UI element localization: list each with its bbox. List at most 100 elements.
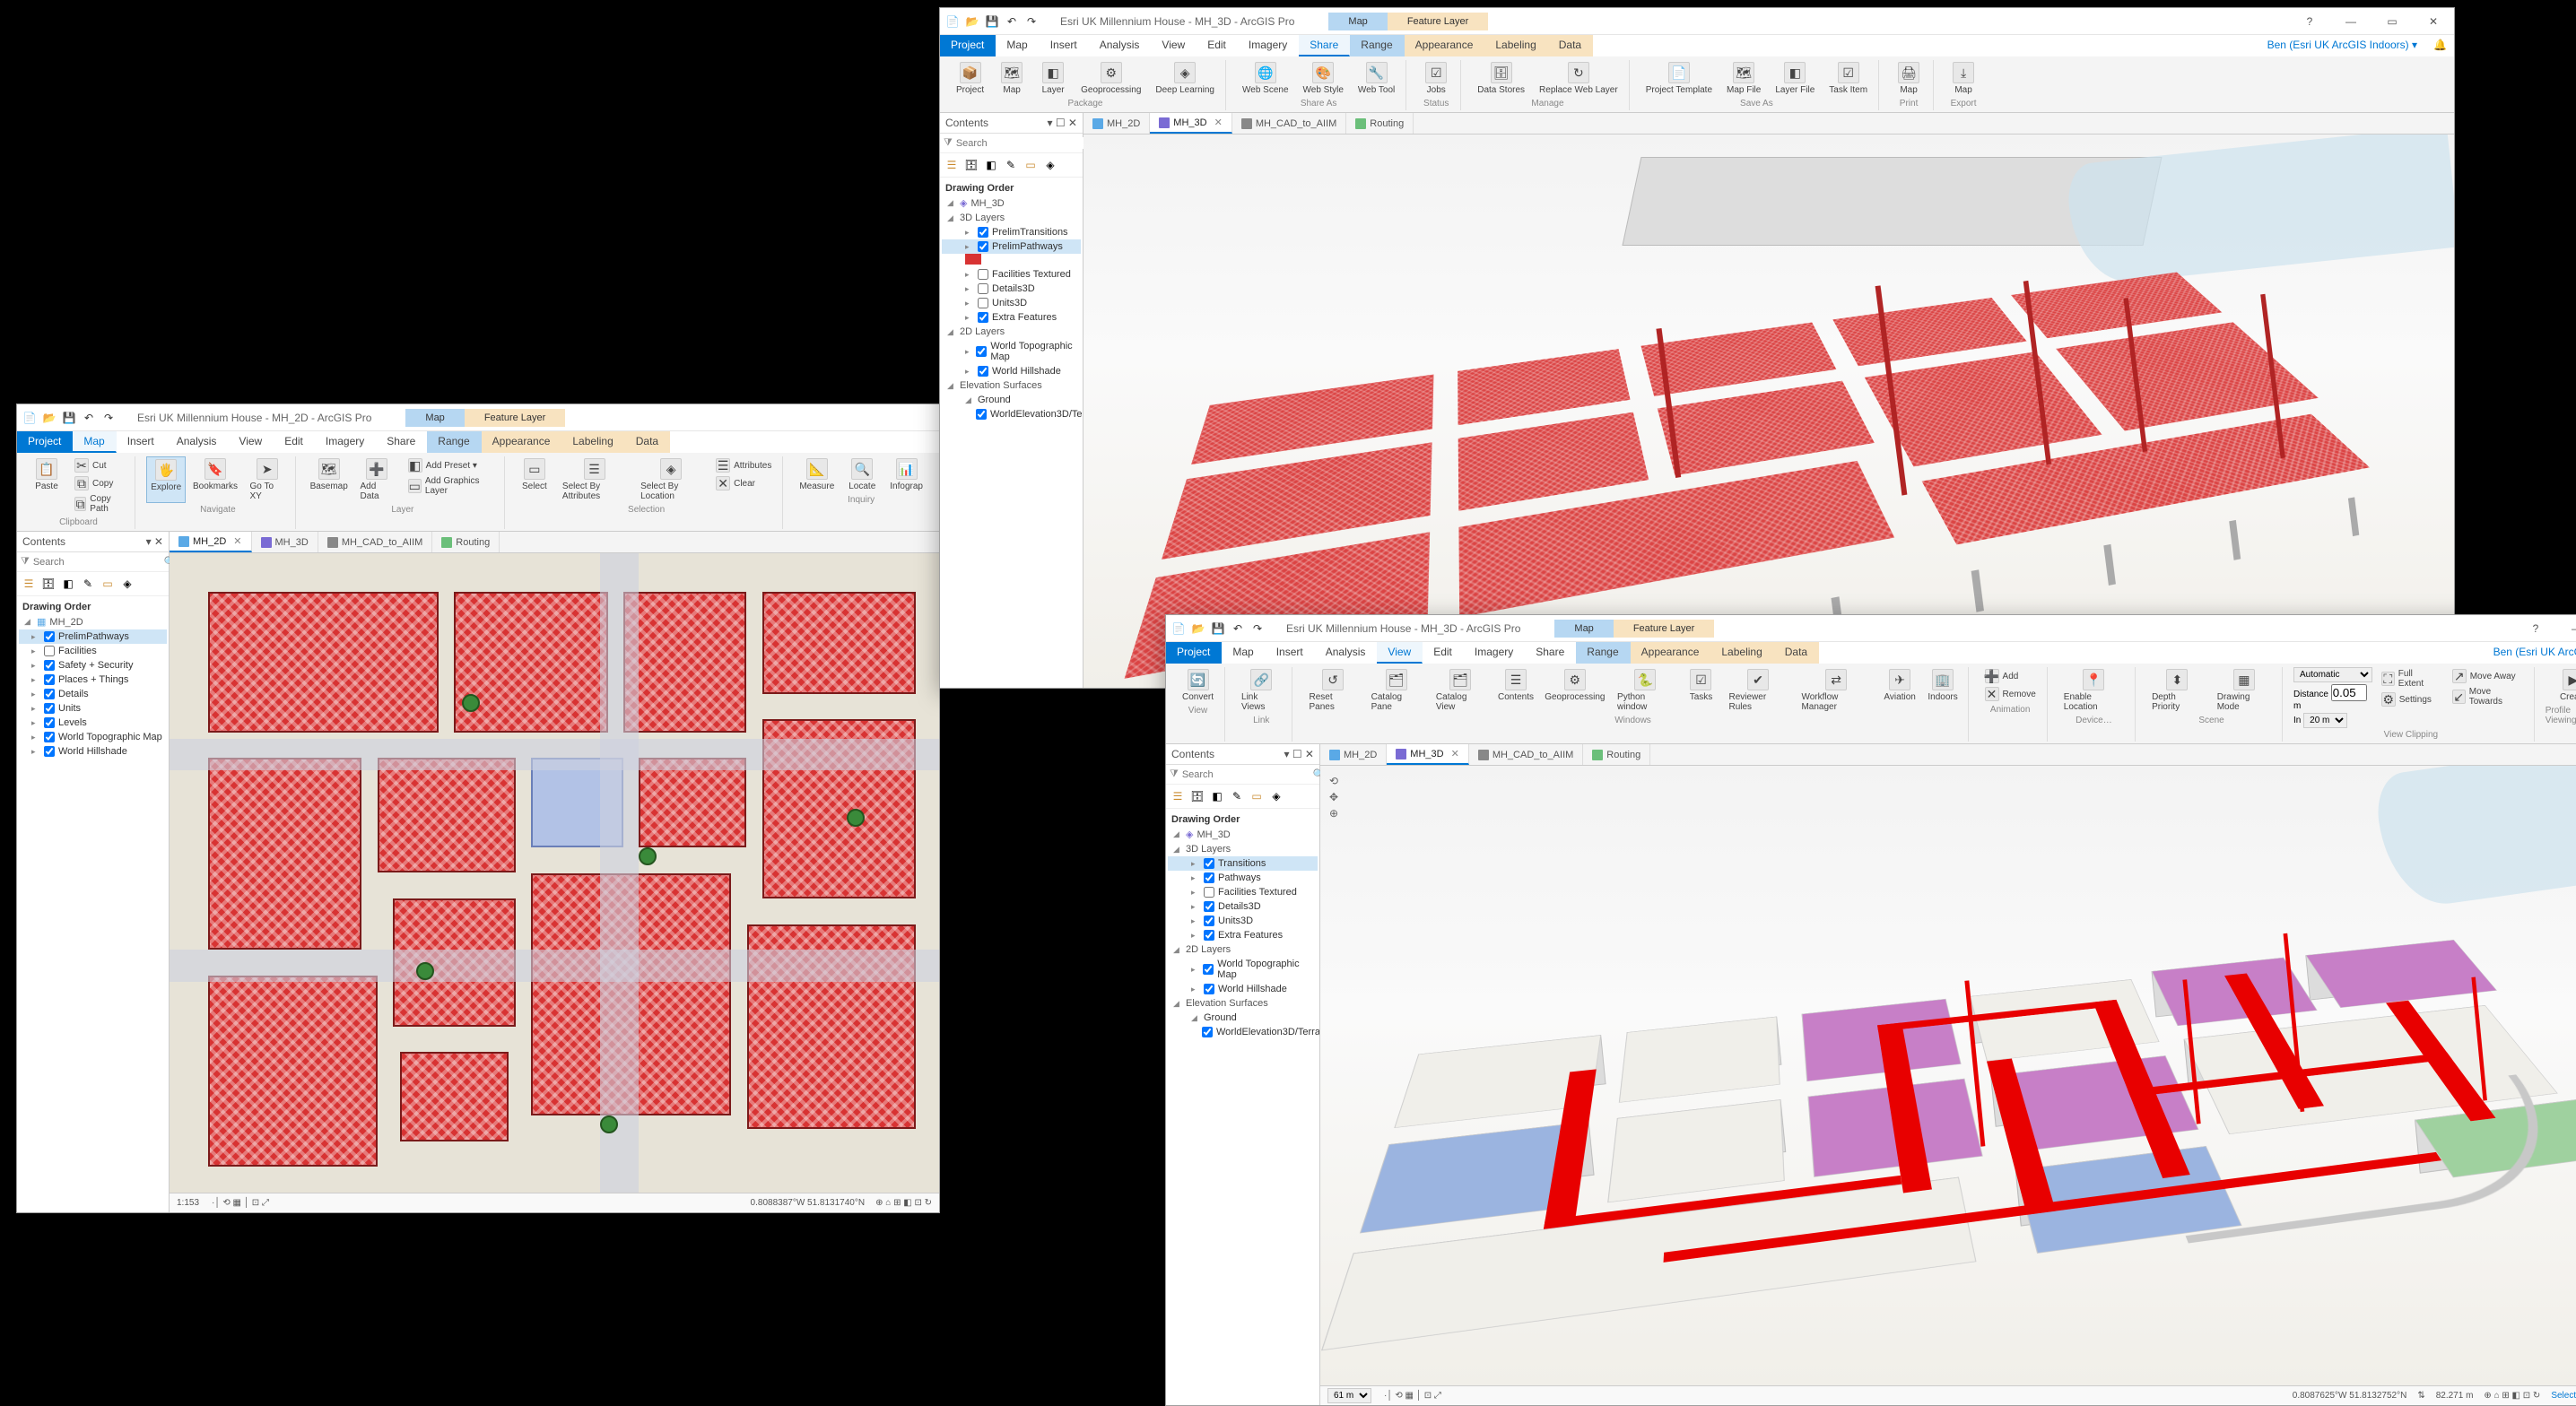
filter-icon[interactable]: ◧: [60, 576, 76, 592]
toc-layer[interactable]: ▸PrelimPathways: [19, 629, 167, 644]
scale[interactable]: 1:153: [177, 1198, 199, 1208]
toc-layer[interactable]: ▸Units: [19, 701, 167, 716]
toc-layer[interactable]: ▸Details: [19, 687, 167, 701]
room-region[interactable]: [639, 758, 746, 847]
toc-layer[interactable]: ▸Facilities Textured: [1168, 885, 1318, 899]
poi-icon[interactable]: [462, 694, 480, 712]
toc-layer[interactable]: ▸Extra Features: [942, 310, 1081, 325]
toc-layer[interactable]: ▸World Topographic Map: [942, 339, 1081, 364]
tab-insert[interactable]: Insert: [117, 431, 166, 453]
locate-button[interactable]: 🔍Locate: [843, 456, 881, 493]
selectattr-button[interactable]: ☰Select By Attributes: [557, 456, 631, 503]
tab-cad[interactable]: MH_CAD_to_AIIM: [318, 532, 432, 552]
save-icon[interactable]: 💾: [62, 411, 76, 425]
toc-layer[interactable]: ▸Pathways: [1168, 871, 1318, 885]
search-input[interactable]: [1182, 768, 1310, 780]
notifications-icon[interactable]: 🔔: [2426, 35, 2454, 56]
toc-layer[interactable]: ▸Units3D: [1168, 914, 1318, 928]
basemap-button[interactable]: 🗺Basemap: [307, 456, 352, 503]
room-region[interactable]: [208, 758, 362, 950]
paste-button[interactable]: 📋Paste: [28, 456, 65, 516]
share-project-button[interactable]: 📦Project: [951, 60, 989, 97]
undo-icon[interactable]: ↶: [82, 411, 96, 425]
adddata-button[interactable]: ➕Add Data: [355, 456, 399, 503]
help-icon[interactable]: ?: [2289, 9, 2330, 34]
toc-layer[interactable]: ▸PrelimPathways: [942, 239, 1081, 254]
minimize-icon[interactable]: —: [2330, 9, 2371, 34]
pane-controls[interactable]: ▾ ✕: [146, 535, 163, 548]
select-icon[interactable]: ✎: [80, 576, 96, 592]
room-region[interactable]: [400, 1052, 508, 1141]
tab-edit[interactable]: Edit: [274, 431, 315, 453]
tab-share[interactable]: Share: [376, 431, 427, 453]
distance-input[interactable]: [2331, 684, 2367, 701]
map-canvas-3d-building[interactable]: ⟲ ✥ ⊕ N🧭: [1320, 766, 2576, 1385]
tab-view[interactable]: View: [1377, 642, 1423, 664]
room-region[interactable]: [208, 976, 378, 1167]
tab-share[interactable]: Share: [1299, 35, 1350, 56]
room-region[interactable]: [623, 592, 746, 733]
share-map-button[interactable]: 🗺Map: [993, 60, 1031, 97]
room-region[interactable]: [378, 758, 516, 872]
tab-labeling[interactable]: Labeling: [561, 431, 624, 453]
toc-layer[interactable]: ▸World Hillshade: [1168, 982, 1318, 996]
redo-icon[interactable]: ↷: [1024, 14, 1039, 29]
restore-icon[interactable]: ▭: [2371, 9, 2413, 34]
toc-layer[interactable]: ▸Extra Features: [1168, 928, 1318, 942]
toc-layer[interactable]: ▸Facilities Textured: [942, 267, 1081, 282]
close-tab-icon[interactable]: ✕: [233, 535, 241, 547]
room-region[interactable]: [454, 592, 608, 733]
tab-mh3d[interactable]: MH_3D: [252, 532, 318, 552]
infographics-button[interactable]: 📊Infograp: [884, 456, 928, 493]
search-input[interactable]: [33, 556, 161, 568]
toc-layer[interactable]: ▸Transitions: [1168, 856, 1318, 871]
toc-layer[interactable]: ▸Places + Things: [19, 673, 167, 687]
toc-layer[interactable]: ▸Units3D: [942, 296, 1081, 310]
toc-layer[interactable]: ▸Safety + Security: [19, 658, 167, 673]
in-select[interactable]: 20 m: [2303, 713, 2347, 728]
addpreset-button[interactable]: ◧Add Preset ▾: [403, 456, 499, 474]
label-icon[interactable]: ▭: [100, 576, 116, 592]
open-icon[interactable]: 📂: [965, 14, 979, 29]
funnel-icon[interactable]: ⧩: [944, 137, 953, 149]
minimize-icon[interactable]: —: [2556, 616, 2576, 641]
toc-layer[interactable]: ▸Details3D: [1168, 899, 1318, 914]
new-project-icon[interactable]: 📄: [945, 14, 960, 29]
copypath-button[interactable]: ⧉Copy Path: [69, 492, 129, 516]
open-icon[interactable]: 📂: [42, 411, 57, 425]
toc-layer[interactable]: ▸World Hillshade: [19, 744, 167, 759]
close-icon[interactable]: ✕: [2413, 9, 2454, 34]
room-region[interactable]: [208, 592, 439, 733]
search-input[interactable]: [956, 137, 1083, 149]
gotoxy-button[interactable]: ➤Go To XY: [245, 456, 290, 503]
tab-view[interactable]: View: [228, 431, 274, 453]
distance-select[interactable]: 61 m: [1327, 1388, 1371, 1403]
share-layer-button[interactable]: ◧Layer: [1034, 60, 1072, 97]
copy-button[interactable]: ⧉Copy: [69, 474, 129, 492]
save-icon[interactable]: 💾: [985, 14, 999, 29]
clear-button[interactable]: ✕Clear: [710, 474, 777, 492]
bookmarks-button[interactable]: 🔖Bookmarks: [189, 456, 240, 503]
redo-icon[interactable]: ↷: [101, 411, 116, 425]
toc-layer[interactable]: ▸World Topographic Map: [1168, 957, 1318, 982]
tab-routing[interactable]: Routing: [432, 532, 500, 552]
tab-project[interactable]: Project: [17, 431, 73, 453]
room-region[interactable]: [762, 592, 917, 694]
snap-icon[interactable]: ◈: [119, 576, 135, 592]
tab-imagery[interactable]: Imagery: [315, 431, 376, 453]
tab-appearance[interactable]: Appearance: [482, 431, 562, 453]
clip-mode-select[interactable]: Automatic: [2293, 667, 2372, 682]
tab-range[interactable]: Range: [427, 431, 481, 453]
poi-icon[interactable]: [639, 847, 657, 865]
user-menu[interactable]: Ben (Esri UK ArcGIS Indoors) ▾: [2258, 35, 2426, 56]
tab-mh2d[interactable]: MH_2D✕: [170, 532, 252, 552]
toc-layer[interactable]: ▸Facilities: [19, 644, 167, 658]
share-deep-button[interactable]: ◈Deep Learning: [1150, 60, 1220, 97]
tab-project[interactable]: Project: [940, 35, 996, 56]
source-icon[interactable]: 🗄: [40, 576, 57, 592]
toc-layer[interactable]: ▸PrelimTransitions: [942, 225, 1081, 239]
tab-analysis[interactable]: Analysis: [166, 431, 229, 453]
toc-layer[interactable]: ▸World Hillshade: [942, 364, 1081, 378]
tab-map[interactable]: Map: [73, 431, 116, 453]
undo-icon[interactable]: ↶: [1005, 14, 1019, 29]
